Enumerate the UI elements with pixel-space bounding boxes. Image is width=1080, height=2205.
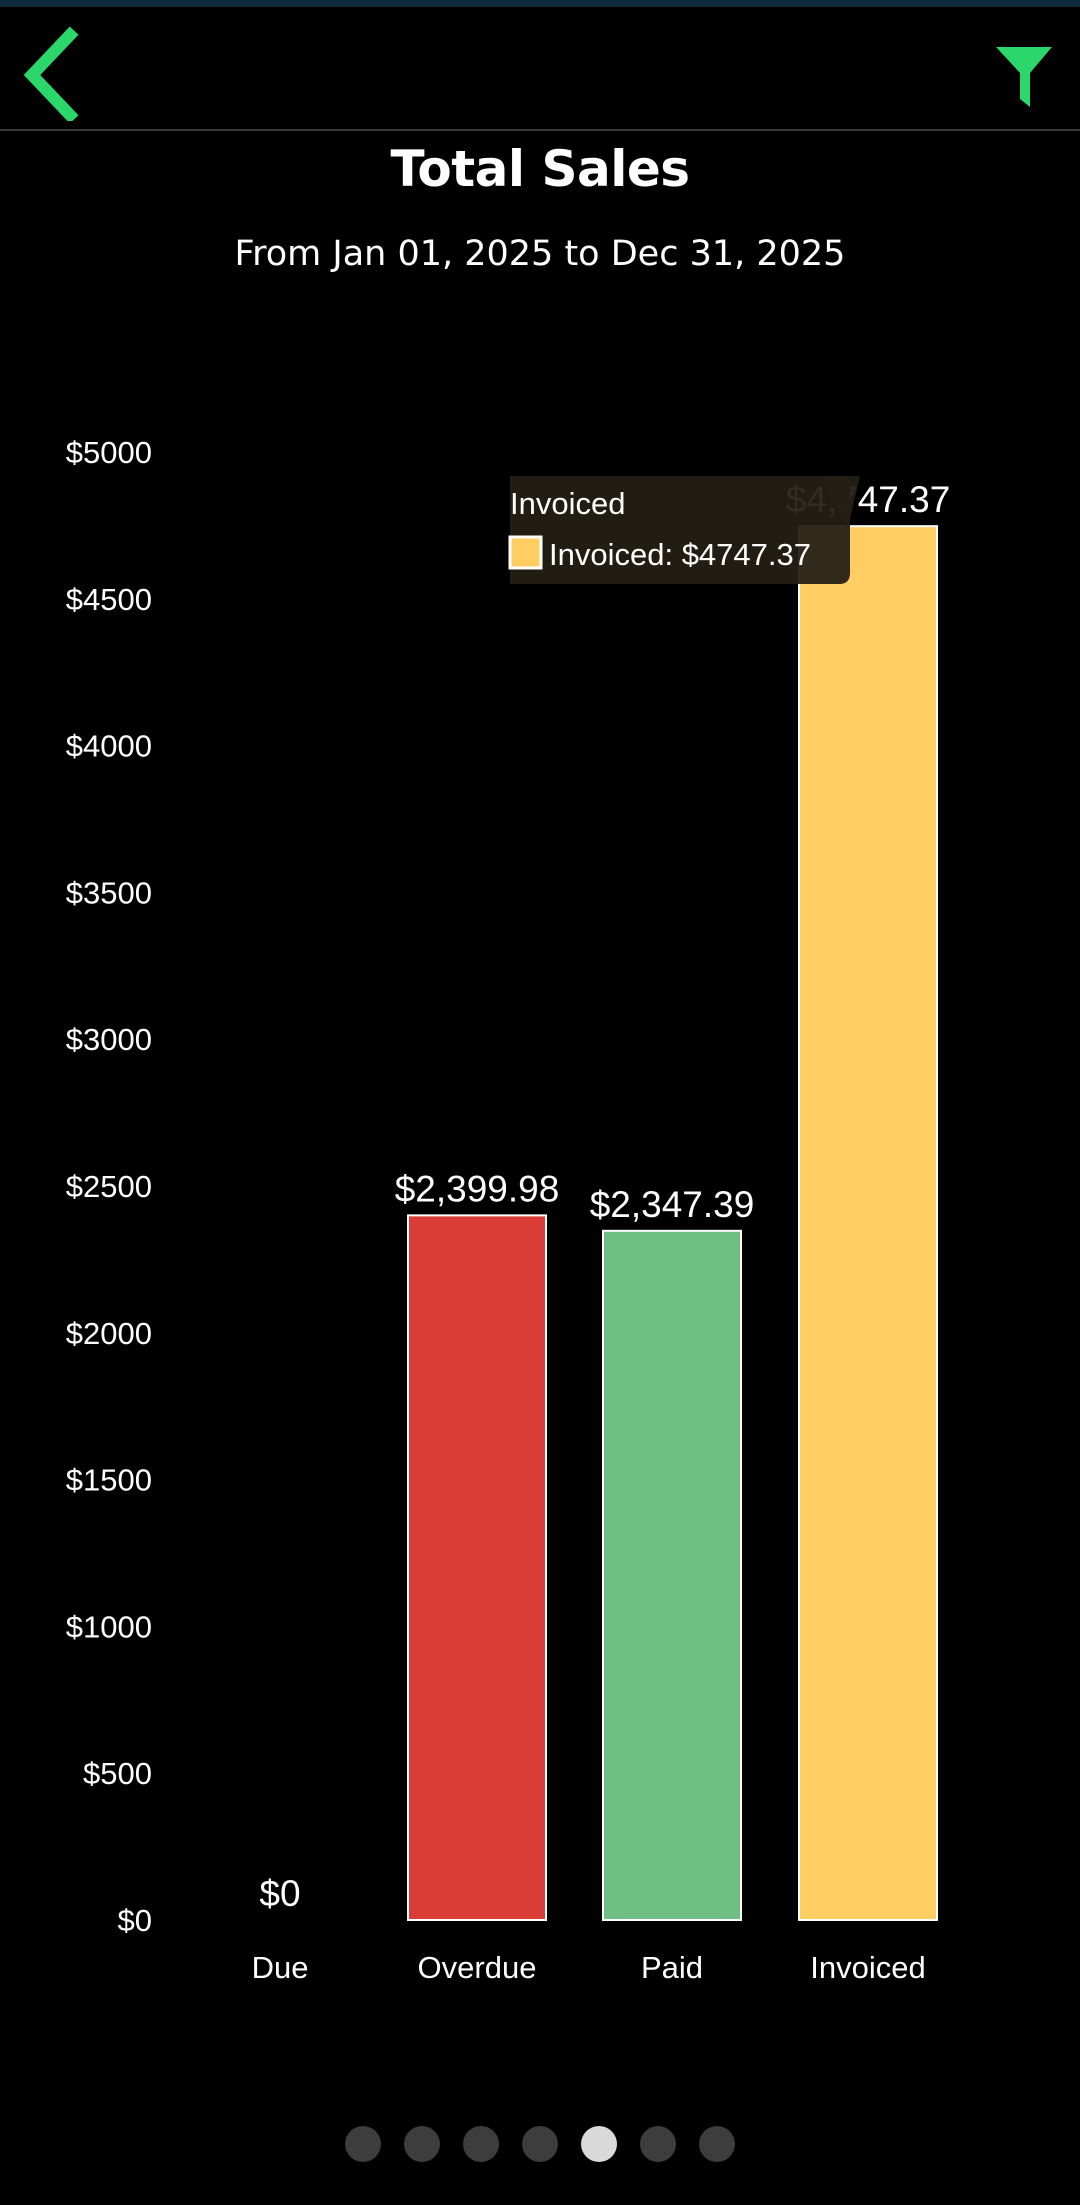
chart-tooltip: Invoiced Invoiced: $4747.37 [508,476,860,584]
bar-paid[interactable] [602,1229,742,1921]
page-dot[interactable] [345,2126,381,2162]
tooltip-title: Invoiced [510,486,625,521]
x-tick-label: Paid [641,1950,703,1985]
y-tick-label: $3500 [66,875,152,910]
tooltip-pointer [820,476,860,528]
tooltip-box [510,476,850,584]
bar-overdue[interactable] [407,1214,547,1921]
top-bar [0,7,1080,131]
page-dot[interactable] [640,2126,676,2162]
y-tick-label: $500 [83,1756,152,1791]
status-strip [0,0,1080,7]
page-dot[interactable] [699,2126,735,2162]
y-tick-label: $0 [118,1903,152,1938]
tooltip-text: Invoiced: $4747.37 [549,537,811,572]
x-tick-label: Due [252,1950,309,1985]
page-dot[interactable] [522,2126,558,2162]
y-tick-label: $2000 [66,1316,152,1351]
x-tick-label: Invoiced [810,1950,925,1985]
bar-value-label: $2,399.98 [395,1168,560,1209]
page-title: Total Sales [390,140,690,198]
page-dot[interactable] [463,2126,499,2162]
y-tick-label: $4000 [66,729,152,764]
y-tick-label: $3000 [66,1022,152,1057]
back-button[interactable] [14,21,94,124]
bar-value-label: $2,347.39 [590,1184,755,1225]
chevron-left-icon [23,26,79,124]
bar-invoiced[interactable] [798,525,938,1922]
y-tick-label: $5000 [66,435,152,470]
y-tick-label: $4500 [66,582,152,617]
bar-value-label: $0 [259,1873,300,1914]
y-tick-label: $1000 [66,1609,152,1644]
date-range-subtitle: From Jan 01, 2025 to Dec 31, 2025 [234,234,846,274]
page-dot[interactable] [581,2126,617,2162]
y-tick-label: $2500 [66,1169,152,1204]
filter-icon [996,47,1052,107]
sales-bar-chart[interactable]: $0 $500 $1000 $1500 $2000 $2500 $3000 $3500 $400… [0,0,1080,2100]
filter-button[interactable] [986,37,1066,117]
x-tick-label: Overdue [418,1950,537,1985]
page-indicator [0,2126,1080,2162]
y-tick-label: $1500 [66,1463,152,1498]
tooltip-swatch [508,535,543,570]
page-dot[interactable] [404,2126,440,2162]
